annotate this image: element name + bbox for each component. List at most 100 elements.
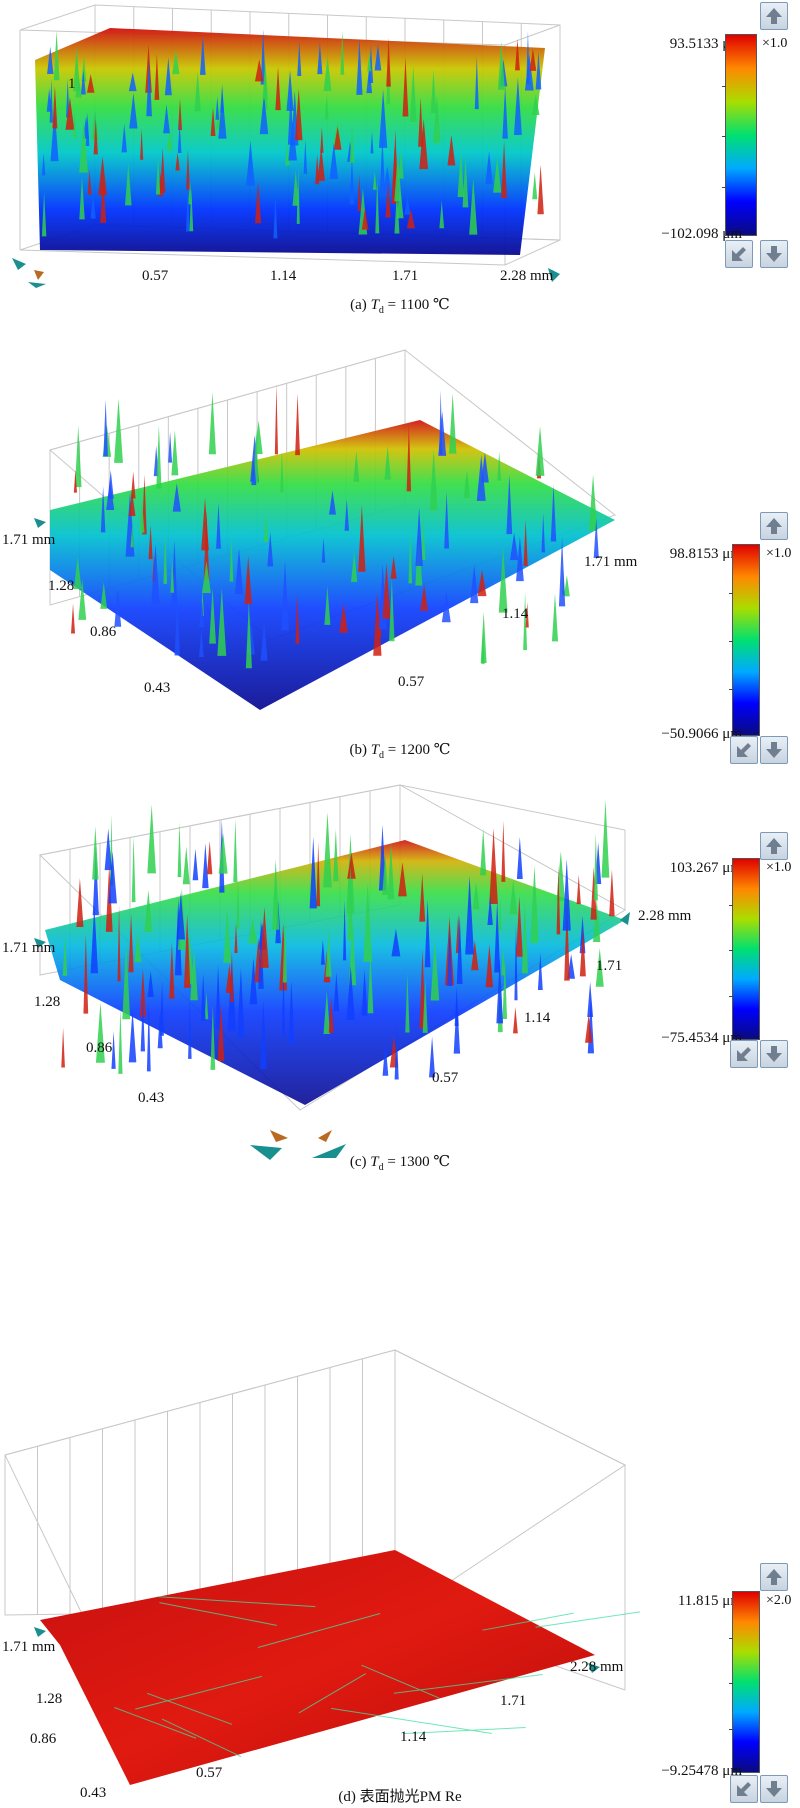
- colorbar-min-b: −50.9066 μm: [661, 726, 742, 742]
- surface-c: [45, 799, 625, 1105]
- surface-plot-a: [12, 4, 561, 288]
- tick-c-2: 0.86: [86, 1040, 113, 1056]
- caption-a: (a) Td = 1100 ℃: [0, 295, 800, 316]
- tick-c-4: 0.57: [432, 1070, 459, 1086]
- tick-d-7: 2.28 mm: [570, 1659, 624, 1675]
- caption-c-sub: d: [378, 1162, 384, 1173]
- colorbar-tickmark: [729, 1683, 733, 1684]
- panel-c: 1.71 mm 1.28 0.86 0.43 0.57 1.14 1.71 2.…: [0, 780, 800, 1340]
- scale-down-button-a[interactable]: [760, 240, 788, 268]
- colorbar-tickmark: [729, 689, 733, 690]
- view-arrows-b: [34, 518, 46, 528]
- caption-a-var: T: [370, 297, 379, 313]
- colorbar-multiplier-b: ×1.0: [766, 546, 792, 561]
- colorbar-min-a: −102.098 μm: [661, 226, 742, 242]
- caption-c-var: T: [370, 1154, 379, 1170]
- tick-c-0: 1.71 mm: [2, 940, 56, 956]
- tick-b-6: 1.71 mm: [584, 554, 638, 570]
- caption-c-suffix: = 1300 ℃: [383, 1154, 451, 1170]
- arrow-down-icon: [766, 1781, 782, 1797]
- caption-a-suffix: = 1100 ℃: [383, 297, 450, 313]
- caption-b-var: T: [370, 742, 380, 758]
- surface-d: [40, 1550, 640, 1785]
- arrow-up-icon: [766, 518, 782, 534]
- caption-d-prefix: (d) 表面抛光PM Re: [338, 1789, 462, 1805]
- tick-a-0: 0.57: [142, 268, 169, 284]
- caption-b-prefix: (b): [349, 742, 371, 758]
- surface-plot-c: [34, 784, 630, 1111]
- tick-b-3: 0.43: [144, 680, 171, 696]
- arrow-up-icon: [766, 1569, 782, 1585]
- tick-a-4: 1: [68, 76, 76, 92]
- caption-a-prefix: (a): [350, 297, 371, 313]
- colorbar-tickmark: [729, 995, 733, 997]
- colorbar-tickmark: [722, 136, 726, 137]
- caption-b-suffix: = 1200 ℃: [384, 742, 451, 758]
- colorbar-multiplier-a: ×1.0: [762, 36, 788, 51]
- colorbar-c: 103.267 μm ×1.0 −75.4534 μm: [620, 832, 800, 1068]
- colorbar-tickmark: [729, 1728, 733, 1730]
- colorbar-multiplier-d: ×2.0: [766, 1593, 792, 1608]
- colorbar-tickmark: [729, 1637, 733, 1639]
- tick-d-4: 0.57: [196, 1765, 223, 1781]
- tick-b-0: 1.71 mm: [2, 532, 56, 548]
- arrow-up-icon: [766, 838, 782, 854]
- colorbar-gradient-a: [722, 34, 757, 236]
- tick-d-2: 0.86: [30, 1731, 57, 1747]
- surface-a: [35, 28, 545, 255]
- tick-a-2: 1.71: [392, 268, 419, 284]
- scale-reset-button-a[interactable]: [725, 240, 753, 268]
- arrow-diagonal-icon: [737, 1782, 751, 1796]
- colorbar-gradient-b: [729, 544, 760, 736]
- arrow-down-icon: [766, 1046, 782, 1062]
- colorbar-multiplier-c: ×1.0: [766, 860, 792, 875]
- colorbar-tickmark: [729, 950, 733, 951]
- scale-up-button-a[interactable]: [760, 2, 788, 30]
- scale-down-button-d[interactable]: [760, 1775, 788, 1803]
- scale-reset-button-c[interactable]: [730, 1040, 758, 1068]
- scale-down-button-b[interactable]: [760, 736, 788, 764]
- scale-up-button-c[interactable]: [760, 832, 788, 860]
- surface-plot-b: [34, 349, 617, 710]
- scale-reset-button-d[interactable]: [730, 1775, 758, 1803]
- colorbar-tickmark: [729, 593, 733, 594]
- colorbar-a: 93.5133 μm ×1.0 −102.098 μm: [620, 0, 800, 280]
- tick-d-1: 1.28: [36, 1691, 63, 1707]
- colorbar-max-d: 11.815 μm: [677, 1593, 742, 1609]
- colorbar-tickmark: [729, 904, 733, 906]
- caption-b: (b) Td = 1200 ℃: [0, 740, 800, 761]
- scale-up-button-b[interactable]: [760, 512, 788, 540]
- surface-plot-d: [4, 1349, 640, 1785]
- scale-up-button-d[interactable]: [760, 1563, 788, 1591]
- arrow-diagonal-icon: [737, 1047, 751, 1061]
- colorbar-max-b: 98.8153 μm: [669, 546, 742, 562]
- tick-c-6: 1.71: [596, 958, 623, 974]
- caption-a-sub: d: [378, 305, 384, 316]
- arrow-down-icon: [766, 742, 782, 758]
- colorbar-max-a: 93.5133 μm: [669, 36, 742, 52]
- caption-d: (d) 表面抛光PM Re: [0, 1785, 800, 1808]
- panel-a: 0.57 1.14 1.71 2.28 mm 1 (a) Td = 1100 ℃…: [0, 0, 800, 320]
- tick-a-3: 2.28 mm: [500, 268, 554, 284]
- scale-down-button-c[interactable]: [760, 1040, 788, 1068]
- tick-d-6: 1.71: [500, 1693, 527, 1709]
- panel-d: 1.71 mm 1.28 0.86 0.43 0.57 1.14 1.71 2.…: [0, 1345, 800, 1805]
- tick-b-4: 0.57: [398, 674, 425, 690]
- colorbar-gradient-d: [729, 1591, 760, 1773]
- colorbar-max-c: 103.267 μm: [669, 860, 742, 876]
- panel-b: 1.71 mm 1.28 0.86 0.43 0.57 1.14 1.71 mm…: [0, 340, 800, 770]
- tick-b-2: 0.86: [90, 624, 117, 640]
- view-arrows-c: [34, 912, 630, 948]
- view-rotate-arrows-c: [250, 1130, 346, 1160]
- tick-d-3: 0.43: [80, 1785, 107, 1801]
- colorbar-min-d: −9.25478 μm: [661, 1763, 742, 1779]
- colorbar-d: 11.815 μm ×2.0 −9.25478 μm: [620, 1563, 800, 1803]
- view-arrows-a: [12, 258, 560, 288]
- scale-reset-button-b[interactable]: [730, 736, 758, 764]
- arrow-down-icon: [766, 246, 782, 262]
- colorbar-tickmark: [729, 641, 733, 642]
- colorbar-min-c: −75.4534 μm: [661, 1030, 742, 1046]
- tick-b-1: 1.28: [48, 578, 75, 594]
- caption-b-sub: d: [379, 750, 385, 761]
- tick-c-1: 1.28: [34, 994, 61, 1010]
